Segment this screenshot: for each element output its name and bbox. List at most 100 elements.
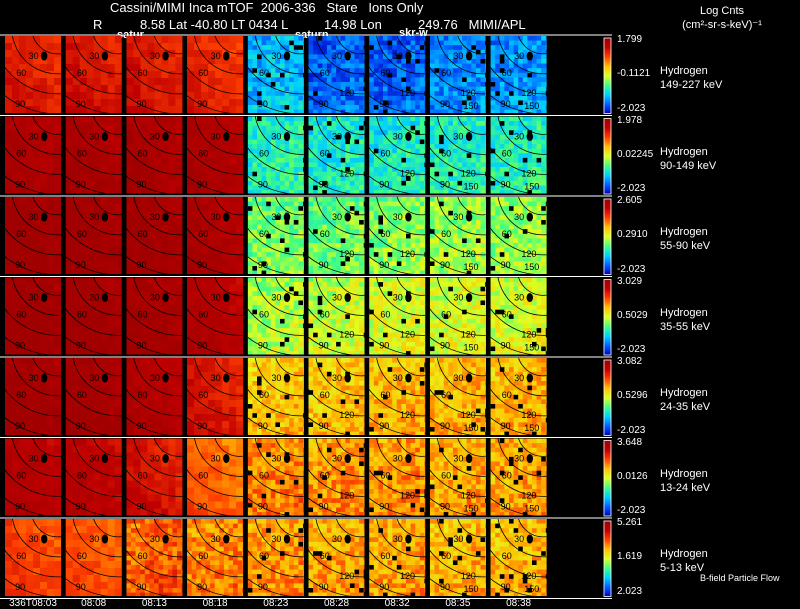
contour-label: 60 <box>380 229 390 239</box>
contour-line <box>187 227 244 256</box>
contour-line <box>194 358 244 397</box>
contour-label: 30 <box>332 373 342 383</box>
contour-line <box>93 277 122 296</box>
contour-line <box>133 438 183 477</box>
contour-line <box>247 469 304 497</box>
planet-marker <box>162 454 169 464</box>
species-label: Hydrogen 24-35 keV <box>660 386 710 414</box>
contour-label: 120 <box>521 491 536 501</box>
contour-line <box>12 36 61 75</box>
contour-label: 60 <box>259 471 269 481</box>
contour-label: 90 <box>440 421 450 431</box>
contour-line <box>247 66 304 95</box>
planet-marker <box>465 293 473 303</box>
contour-label: 120 <box>461 491 476 501</box>
contour-line <box>214 519 244 538</box>
contour-label: 60 <box>259 551 269 561</box>
contour-label: 60 <box>441 68 451 78</box>
contour-line <box>308 227 365 256</box>
contour-line <box>154 358 183 377</box>
colorbar <box>603 440 612 517</box>
contour-label: 60 <box>138 390 148 400</box>
contour-line <box>315 197 365 236</box>
contour-label: 150 <box>464 182 479 192</box>
contour-line <box>396 277 426 296</box>
contour-label: 60 <box>441 310 451 320</box>
contour-label: 60 <box>441 471 451 481</box>
species-label: Hydrogen 35-55 keV <box>660 306 710 334</box>
contour-label: 90 <box>319 501 329 511</box>
colorbar <box>603 520 612 597</box>
contour-label: 90 <box>136 501 146 511</box>
colorbar-max-label: 1.978 <box>617 114 643 126</box>
planet-marker <box>526 132 533 142</box>
contour-label: 120 <box>521 249 536 259</box>
contour-label: 30 <box>393 132 403 142</box>
contour-label: 90 <box>501 582 511 592</box>
planet-marker <box>162 293 169 303</box>
planet-marker <box>223 534 230 544</box>
contour-label: 120 <box>400 249 415 259</box>
planet-marker <box>283 212 291 222</box>
contour-line <box>315 277 365 316</box>
contour-line <box>254 36 304 75</box>
contour-label: 30 <box>150 293 160 303</box>
contour-line <box>429 66 486 95</box>
colorbar-max-label: 1.799 <box>617 34 643 45</box>
time-label: 336T08:03 <box>9 598 57 609</box>
contour-line <box>154 277 183 296</box>
contour-line <box>194 197 244 236</box>
contour-label: 60 <box>77 310 87 320</box>
contour-line <box>93 358 122 377</box>
contour-label: 30 <box>29 373 39 383</box>
contour-label: 90 <box>501 501 511 511</box>
contour-line <box>315 116 365 155</box>
contour-line <box>308 388 365 417</box>
contour-line <box>336 116 365 135</box>
contour-label: 90 <box>379 179 389 189</box>
contour-line <box>369 549 426 578</box>
contour-label: 30 <box>89 132 99 142</box>
contour-line <box>275 277 304 296</box>
contour-label: 90 <box>501 260 511 270</box>
contour-line <box>308 469 365 497</box>
contour-line <box>154 197 183 216</box>
contour-label: 60 <box>259 390 269 400</box>
contour-label: 30 <box>332 454 342 464</box>
contour-label: 30 <box>514 373 524 383</box>
contour-label: 30 <box>29 534 39 544</box>
contour-label: 60 <box>77 149 87 159</box>
colorbar-max-label: 3.082 <box>617 356 643 367</box>
colorbar <box>603 37 612 114</box>
contour-label: 60 <box>198 390 208 400</box>
contour-line <box>436 438 486 477</box>
contour-label: 30 <box>211 534 221 544</box>
contour-label: 30 <box>453 132 463 142</box>
chart-title: Cassini/MIMI Inca mTOF 2006-336 Stare Io… <box>110 0 424 15</box>
contour-line <box>369 227 426 256</box>
contour-label: 30 <box>29 293 39 303</box>
planet-marker <box>41 293 48 303</box>
contour-line <box>126 66 183 95</box>
contour-line <box>396 197 426 216</box>
contour-label: 30 <box>211 293 221 303</box>
contour-line <box>65 147 122 175</box>
contour-line <box>254 277 304 316</box>
contour-line <box>369 66 426 95</box>
contour-label: 30 <box>514 454 524 464</box>
contour-line <box>187 469 244 497</box>
colorbar-mid-label: 1.619 <box>617 551 643 563</box>
contour-label: 150 <box>464 343 479 353</box>
contour-label: 30 <box>332 212 342 222</box>
